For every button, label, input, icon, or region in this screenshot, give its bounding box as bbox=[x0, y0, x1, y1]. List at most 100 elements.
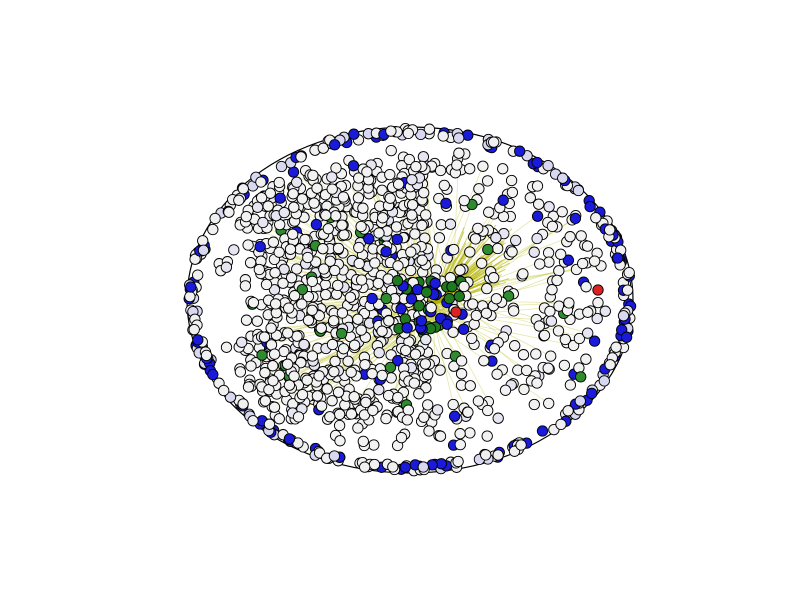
node bbox=[409, 348, 422, 360]
node bbox=[492, 412, 504, 424]
node bbox=[372, 277, 384, 290]
node bbox=[298, 338, 310, 351]
node bbox=[277, 277, 289, 289]
node bbox=[434, 364, 446, 376]
node bbox=[604, 224, 616, 236]
node bbox=[368, 458, 381, 471]
node bbox=[467, 298, 479, 310]
node bbox=[598, 375, 610, 387]
node bbox=[220, 261, 233, 273]
node bbox=[425, 301, 437, 314]
node bbox=[392, 391, 404, 404]
node bbox=[453, 290, 465, 302]
node bbox=[413, 300, 425, 312]
node bbox=[273, 413, 285, 425]
node bbox=[392, 178, 405, 190]
node bbox=[418, 411, 430, 423]
node bbox=[267, 236, 280, 248]
node bbox=[384, 361, 397, 374]
node bbox=[577, 257, 589, 270]
node bbox=[264, 187, 276, 199]
node bbox=[240, 314, 253, 326]
node bbox=[556, 206, 568, 218]
node bbox=[390, 221, 403, 233]
node bbox=[464, 163, 476, 175]
node bbox=[288, 370, 300, 382]
node bbox=[416, 219, 428, 232]
node bbox=[454, 438, 466, 451]
node bbox=[543, 397, 555, 410]
node bbox=[490, 293, 503, 305]
node bbox=[355, 274, 368, 286]
node bbox=[292, 411, 305, 423]
node bbox=[288, 201, 300, 213]
node bbox=[588, 335, 601, 347]
node bbox=[443, 292, 455, 305]
node bbox=[265, 322, 277, 334]
node bbox=[256, 349, 268, 361]
node bbox=[317, 243, 329, 255]
node bbox=[333, 419, 346, 432]
node bbox=[359, 461, 371, 473]
node bbox=[440, 197, 452, 210]
node bbox=[623, 266, 635, 279]
node bbox=[423, 425, 435, 437]
node bbox=[281, 358, 294, 370]
node bbox=[352, 313, 364, 325]
node bbox=[296, 283, 308, 296]
node bbox=[313, 370, 325, 382]
node bbox=[564, 379, 577, 391]
node bbox=[337, 343, 350, 355]
node bbox=[345, 366, 357, 378]
node bbox=[315, 400, 328, 412]
node bbox=[477, 160, 489, 172]
node bbox=[332, 279, 344, 292]
node bbox=[268, 401, 281, 413]
node bbox=[285, 272, 298, 284]
node bbox=[332, 242, 345, 255]
node bbox=[466, 332, 478, 345]
node bbox=[366, 292, 378, 305]
node bbox=[476, 257, 488, 269]
node bbox=[592, 296, 604, 309]
node bbox=[591, 312, 603, 325]
node bbox=[328, 450, 341, 462]
node bbox=[420, 333, 432, 346]
node bbox=[233, 194, 245, 206]
node bbox=[223, 206, 235, 218]
node bbox=[242, 381, 255, 393]
node bbox=[380, 292, 392, 305]
node bbox=[296, 388, 309, 401]
node bbox=[508, 305, 520, 317]
node bbox=[422, 368, 434, 381]
node bbox=[563, 297, 575, 309]
node bbox=[218, 384, 230, 397]
node bbox=[288, 290, 301, 302]
node bbox=[405, 264, 417, 277]
node bbox=[259, 367, 271, 379]
node bbox=[239, 280, 252, 292]
node bbox=[410, 160, 422, 173]
node bbox=[502, 290, 515, 302]
node bbox=[192, 334, 204, 346]
node bbox=[400, 344, 412, 357]
node bbox=[610, 341, 622, 353]
node bbox=[558, 359, 571, 372]
node bbox=[530, 348, 542, 360]
node bbox=[251, 315, 263, 327]
node bbox=[509, 340, 521, 352]
node bbox=[429, 277, 441, 289]
node bbox=[259, 395, 271, 407]
node bbox=[295, 357, 307, 369]
node bbox=[330, 210, 342, 222]
node bbox=[282, 327, 294, 339]
node bbox=[552, 325, 565, 337]
node bbox=[441, 318, 453, 330]
edge bbox=[428, 290, 489, 402]
node bbox=[335, 327, 348, 340]
node bbox=[301, 374, 313, 386]
node bbox=[237, 398, 249, 410]
node bbox=[481, 430, 493, 442]
node bbox=[405, 293, 418, 305]
